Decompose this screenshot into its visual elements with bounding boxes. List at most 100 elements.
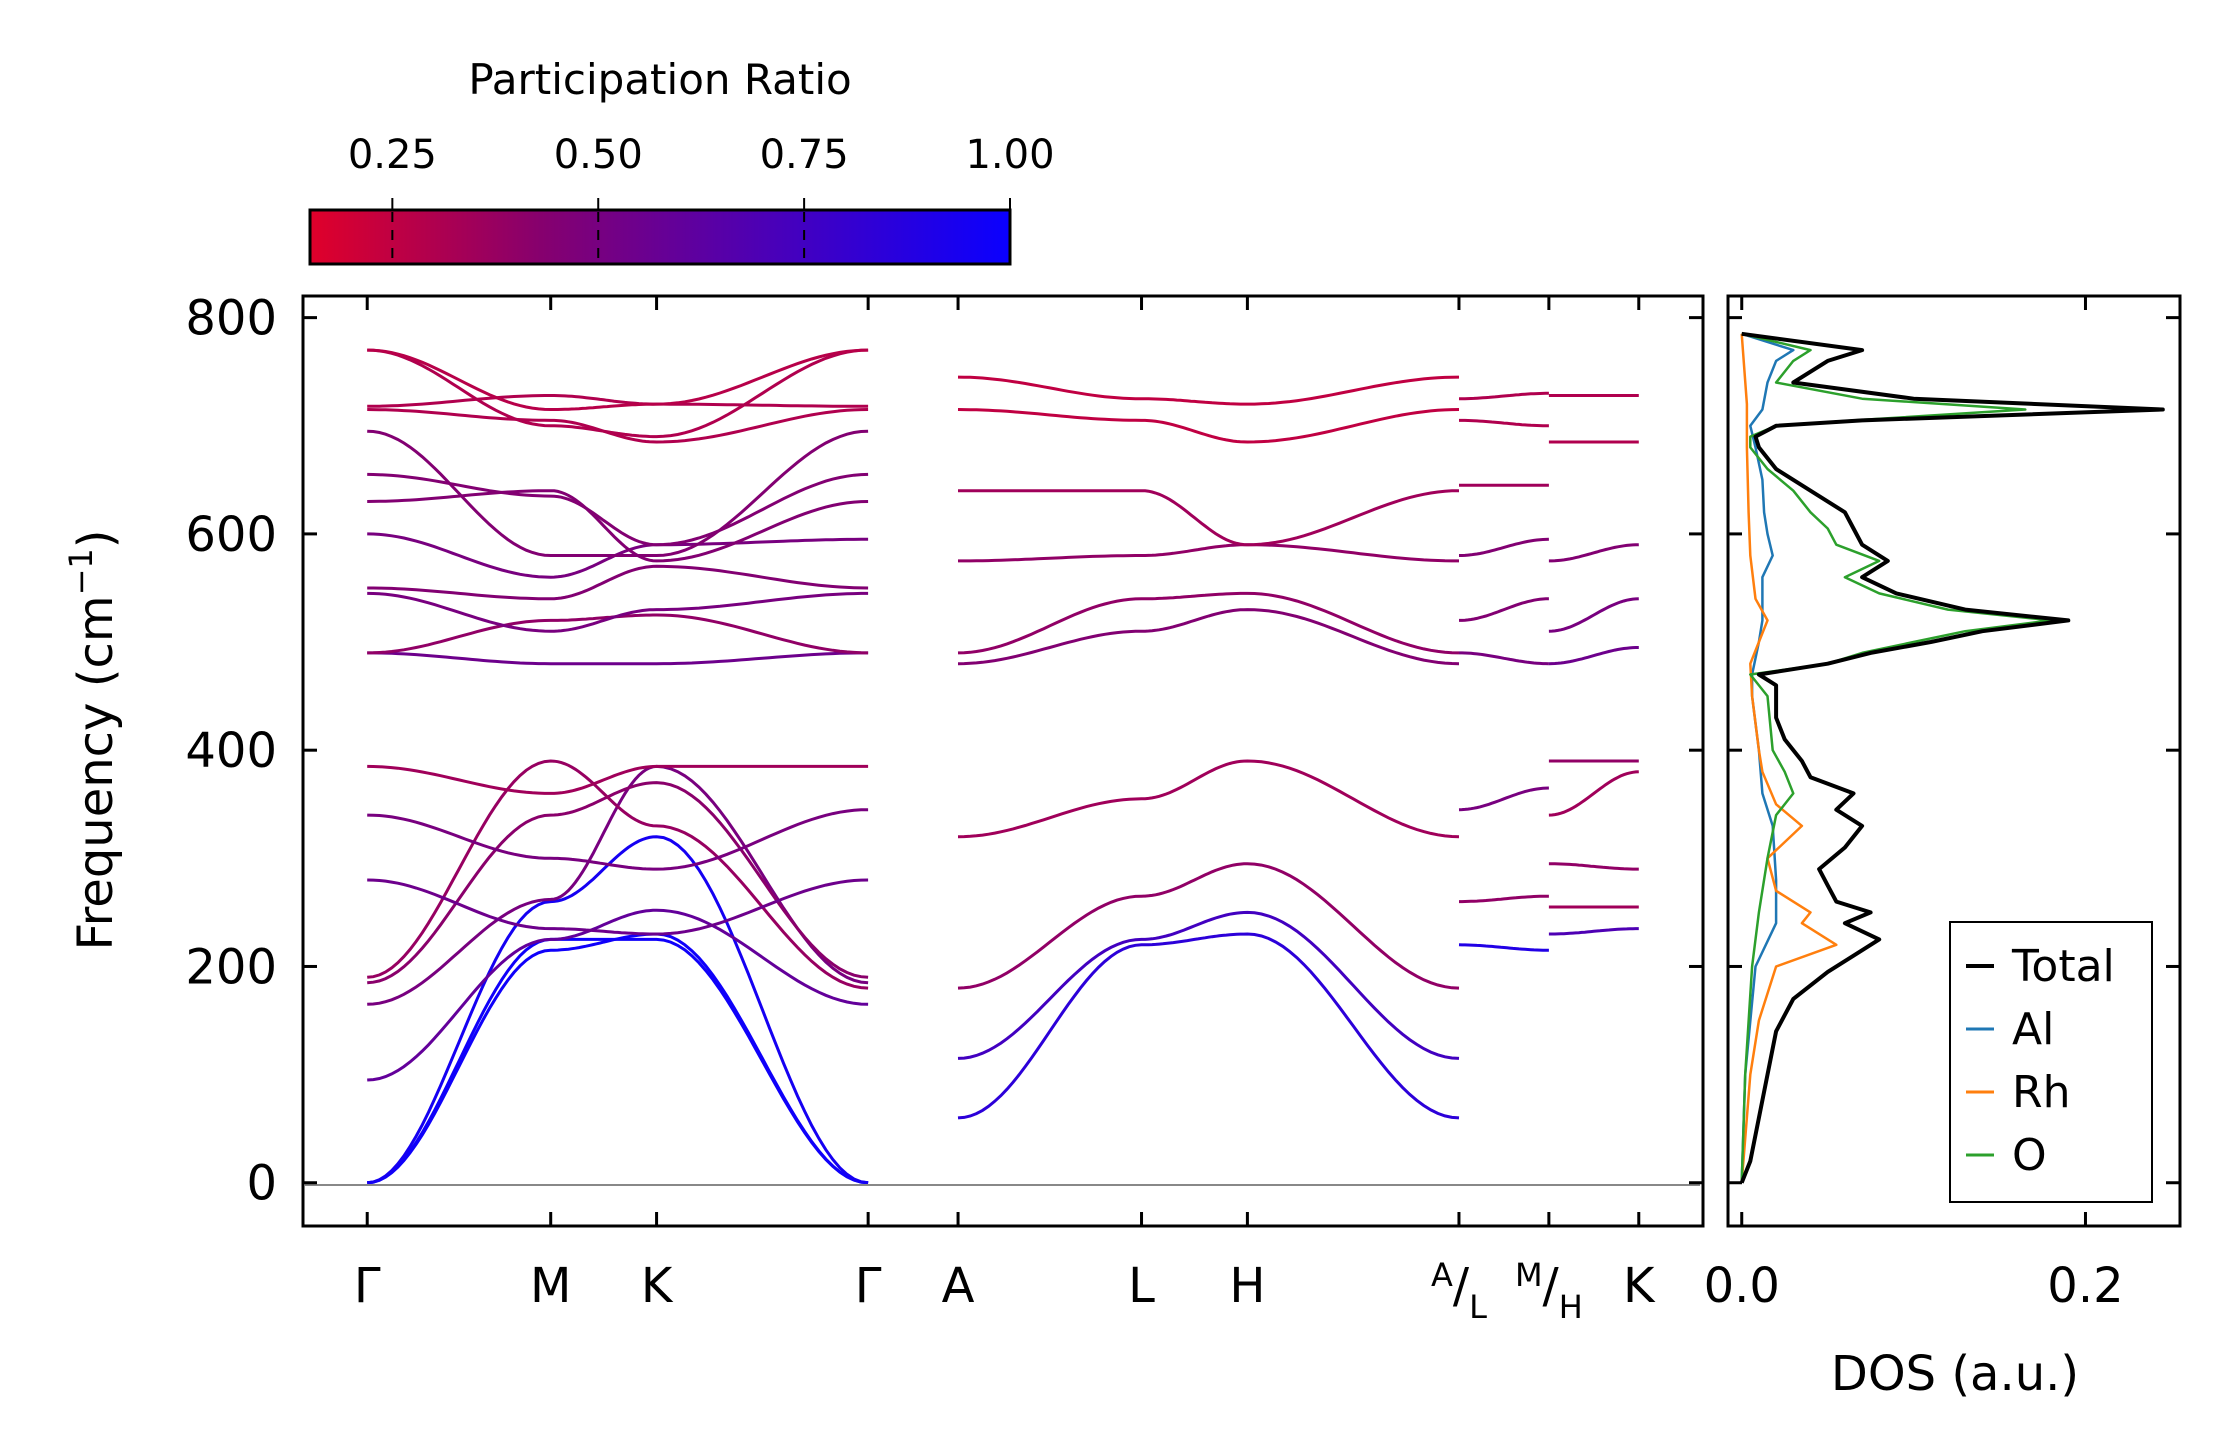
phonon-band: [957, 408, 1460, 444]
phonon-band: [1548, 646, 1639, 666]
k-point-label: A/L: [1431, 1256, 1487, 1326]
colorbar-tick-label: 0.50: [554, 132, 643, 178]
phonon-band: [1459, 597, 1549, 622]
colorbar-label: Participation Ratio: [468, 55, 851, 104]
dos-panel: 0.0 0.2 DOS (a.u.) Total Al Rh O: [1704, 294, 2182, 1402]
k-point-label: A: [942, 1258, 975, 1314]
k-point-label: H: [1229, 1258, 1265, 1314]
phonon-band: [367, 408, 869, 444]
band-y-tick-label: 600: [185, 507, 277, 563]
phonon-band: [367, 781, 869, 985]
phonon-band: [1548, 927, 1639, 936]
band-y-axis-label-close: ): [68, 529, 124, 548]
colorbar-tick-label: 0.75: [760, 132, 849, 178]
phonon-band: [367, 591, 869, 633]
band-y-tick-label: 200: [185, 939, 277, 995]
band-y-axis-label: Frequency (cm−1): [62, 529, 124, 950]
dos-curves: [1739, 331, 2165, 1184]
dos-panel-frame: [1726, 294, 2182, 1228]
phonon-band: [958, 489, 1460, 547]
k-point-label-slash: /: [1453, 1258, 1470, 1314]
colorbar-gradient: [308, 208, 1012, 266]
dos-series-total: [1739, 331, 2165, 1184]
dos-x-axis-label: DOS (a.u.): [1831, 1346, 2079, 1402]
phonon-band: [367, 759, 869, 990]
phonon-band: [1459, 391, 1549, 401]
phonon-band: [367, 908, 869, 1082]
phonon-band: [957, 862, 1460, 990]
k-point-label-slash: /: [1543, 1258, 1560, 1314]
legend-label-al: Al: [2012, 1004, 2054, 1055]
phonon-band: [367, 429, 869, 557]
phonon-band: [367, 613, 869, 655]
k-point-label: Γ: [855, 1258, 882, 1314]
band-panel-frame: [301, 294, 1705, 1228]
phonon-band: [367, 764, 869, 795]
colorbar-tick-label: 1.00: [965, 132, 1054, 178]
phonon-band: [367, 764, 869, 1006]
phonon-band: [1458, 786, 1549, 812]
dos-series-rh: [1740, 333, 1838, 1183]
band-y-axis-label-sup: −1: [62, 548, 100, 595]
phonon-band: [1459, 894, 1549, 904]
band-y-tick-label: 400: [185, 723, 277, 779]
phonon-band: [1459, 651, 1549, 666]
k-point-label: K: [641, 1258, 674, 1314]
phonon-band: [367, 564, 869, 601]
phonon-band: [367, 937, 869, 1185]
phonon-band: [1548, 770, 1639, 817]
k-point-label-lower: H: [1559, 1288, 1583, 1326]
band-y-tick-label: 0: [246, 1156, 277, 1212]
phonon-band: [957, 759, 1460, 839]
band-k-path-axis: Γ M K Γ A L H A/LM/H K: [354, 296, 1656, 1326]
colorbar-ticks: 0.25 0.50 0.75 1.00: [348, 132, 1055, 262]
dos-axes: 0.0 0.2: [1704, 296, 2180, 1314]
dos-legend-items: Total Al Rh O: [1966, 941, 2115, 1181]
legend-label-rh: Rh: [2012, 1067, 2070, 1118]
colorbar: Participation Ratio 0.25 0.50 0.75 1.00: [308, 55, 1055, 266]
phonon-band: [1459, 418, 1549, 428]
phonon-band: [957, 910, 1460, 1060]
k-point-label: M/H: [1515, 1256, 1583, 1326]
k-point-label: M: [530, 1258, 571, 1314]
phonon-band: [1459, 537, 1549, 557]
phonon-band: [367, 532, 869, 579]
phonon-band: [367, 394, 869, 408]
phonon-band: [367, 489, 869, 563]
k-point-label: Γ: [354, 1258, 381, 1314]
phonon-band: [1548, 862, 1639, 871]
phonon-band: [1458, 943, 1549, 952]
k-point-label-upper: A: [1431, 1256, 1453, 1294]
k-point-label: K: [1623, 1258, 1656, 1314]
phonon-band: [367, 808, 869, 871]
phonon-band: [957, 932, 1460, 1120]
phonon-band: [1548, 597, 1639, 633]
legend-label-total: Total: [2011, 941, 2115, 992]
phonon-band: [957, 591, 1460, 655]
phonon-band: [367, 932, 869, 1185]
phonon-band: [1548, 543, 1639, 563]
phonon-band: [958, 543, 1459, 563]
phonon-band: [957, 608, 1460, 666]
phonon-band: [367, 348, 869, 439]
dos-x-tick-label: 0.2: [2047, 1258, 2123, 1314]
phonon-band: [367, 651, 869, 666]
band-y-axis: 0 200 400 600 800: [185, 291, 1703, 1212]
phonon-band: [367, 878, 869, 936]
band-y-tick-label: 800: [185, 291, 277, 347]
colorbar-tick-label: 0.25: [348, 132, 437, 178]
phonon-band: [367, 835, 869, 1185]
phonon-bands: [367, 348, 1639, 1185]
phonon-band: [957, 375, 1460, 406]
dos-x-tick-label: 0.0: [1704, 1258, 1780, 1314]
dos-legend: Total Al Rh O: [1949, 921, 2153, 1203]
band-y-axis-label-text: Frequency (cm: [68, 595, 124, 950]
k-point-label-upper: M: [1515, 1256, 1543, 1294]
k-point-label-lower: L: [1469, 1288, 1487, 1326]
phonon-band: [367, 348, 869, 411]
phonon-band: [367, 472, 869, 547]
legend-label-o: O: [2012, 1130, 2047, 1181]
k-point-label: L: [1128, 1258, 1155, 1314]
